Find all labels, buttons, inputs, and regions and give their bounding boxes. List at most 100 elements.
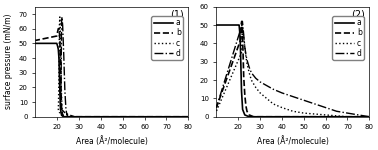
b	[239, 24, 243, 26]
Line: d: d	[60, 17, 188, 117]
Line: b: b	[36, 29, 188, 117]
Line: b: b	[216, 21, 369, 117]
d	[243, 46, 247, 48]
c	[291, 110, 295, 112]
X-axis label: Area (Å²/molecule): Area (Å²/molecule)	[76, 136, 148, 146]
d	[313, 103, 317, 105]
d	[334, 110, 339, 112]
c	[60, 114, 65, 116]
a	[66, 116, 70, 118]
d	[77, 116, 81, 118]
a	[59, 114, 64, 116]
b	[58, 54, 62, 56]
a	[99, 116, 103, 118]
a	[57, 57, 61, 59]
b	[56, 28, 60, 30]
c	[240, 28, 245, 30]
d	[243, 54, 248, 55]
c	[66, 116, 70, 118]
a	[62, 116, 66, 118]
a	[239, 90, 244, 92]
c	[64, 116, 68, 118]
d	[356, 114, 361, 116]
b	[33, 40, 38, 41]
a	[237, 32, 242, 33]
a	[186, 116, 191, 118]
c	[68, 116, 73, 118]
c	[271, 103, 276, 105]
b	[280, 116, 284, 118]
d	[367, 116, 372, 118]
d	[62, 54, 66, 56]
a	[214, 24, 218, 26]
b	[258, 116, 262, 118]
a	[367, 116, 372, 118]
d	[258, 81, 262, 83]
b	[367, 116, 372, 118]
X-axis label: Area (Å²/molecule): Area (Å²/molecule)	[257, 136, 329, 146]
a	[237, 24, 242, 26]
c	[242, 37, 246, 39]
d	[68, 114, 73, 116]
a	[280, 116, 284, 118]
b	[57, 34, 62, 35]
c	[367, 116, 372, 118]
d	[345, 112, 350, 114]
c	[243, 55, 248, 57]
c	[254, 87, 258, 88]
b	[243, 105, 248, 107]
c	[249, 79, 254, 81]
c	[56, 108, 60, 110]
c	[99, 116, 103, 118]
d	[247, 66, 251, 68]
c	[240, 32, 245, 33]
c	[243, 46, 247, 48]
a	[56, 45, 60, 47]
d	[249, 72, 254, 74]
Line: c: c	[216, 29, 369, 117]
Text: (1): (1)	[170, 10, 184, 20]
c	[214, 110, 218, 112]
d	[186, 116, 191, 118]
d	[264, 85, 269, 86]
b	[54, 35, 59, 37]
b	[57, 28, 61, 30]
d	[240, 24, 244, 26]
c	[186, 116, 191, 118]
Legend: a, b, c, d: a, b, c, d	[332, 16, 364, 60]
c	[345, 116, 350, 118]
Y-axis label: surface pressure (mN/m): surface pressure (mN/m)	[4, 14, 13, 110]
d	[70, 116, 75, 118]
b	[240, 32, 245, 33]
d	[214, 107, 218, 108]
b	[240, 20, 244, 22]
c	[62, 114, 66, 116]
c	[247, 72, 251, 74]
b	[245, 110, 249, 112]
c	[241, 30, 245, 31]
c	[59, 50, 63, 52]
b	[56, 31, 60, 33]
a	[53, 42, 57, 44]
c	[57, 72, 61, 74]
Text: (2): (2)	[351, 10, 365, 20]
d	[241, 32, 246, 33]
b	[239, 39, 243, 41]
a	[240, 108, 245, 110]
a	[247, 116, 251, 118]
Line: c: c	[58, 17, 188, 117]
b	[77, 116, 81, 118]
d	[66, 116, 70, 118]
c	[280, 107, 284, 108]
d	[245, 59, 249, 61]
b	[186, 116, 191, 118]
Line: a: a	[36, 43, 188, 117]
Legend: a, b, c, d: a, b, c, d	[151, 16, 183, 60]
a	[235, 24, 240, 26]
c	[62, 116, 66, 118]
b	[323, 116, 328, 118]
a	[243, 114, 247, 116]
c	[258, 92, 262, 94]
c	[302, 112, 306, 114]
c	[88, 116, 92, 118]
